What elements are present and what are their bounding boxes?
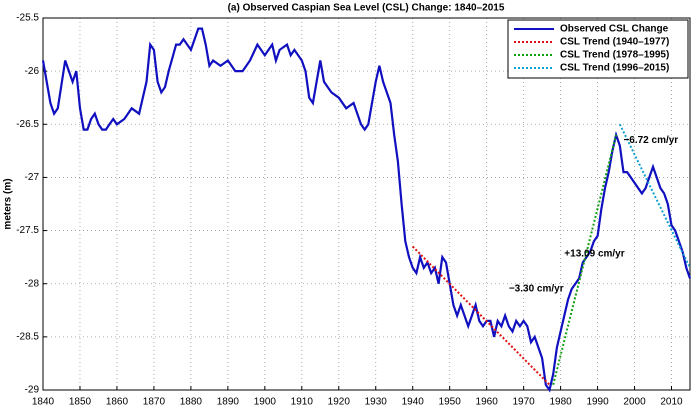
y-tick-label: -27 xyxy=(25,172,40,183)
y-tick-label: -29 xyxy=(25,385,40,396)
x-tick-label: 1950 xyxy=(439,397,462,408)
x-tick-label: 1970 xyxy=(513,397,536,408)
y-tick-label: -28.5 xyxy=(16,331,39,342)
legend-label: CSL Trend (1940–1977) xyxy=(560,37,669,48)
legend-label: CSL Trend (1996–2015) xyxy=(560,63,669,74)
x-tick-label: 2000 xyxy=(623,397,646,408)
x-tick-label: 1880 xyxy=(180,397,203,408)
x-tick-label: 1860 xyxy=(106,397,129,408)
x-tick-label: 1900 xyxy=(254,397,277,408)
annotation: −6.72 cm/yr xyxy=(623,135,678,146)
x-tick-label: 1910 xyxy=(291,397,314,408)
x-tick-label: 1960 xyxy=(476,397,499,408)
x-tick-label: 1990 xyxy=(586,397,609,408)
series-line xyxy=(618,123,691,269)
legend-label: Observed CSL Change xyxy=(560,24,669,35)
x-tick-label: 1940 xyxy=(402,397,425,408)
legend-label: CSL Trend (1978–1995) xyxy=(560,50,669,61)
series-line xyxy=(411,245,551,386)
chart-title: (a) Observed Caspian Sea Level (CSL) Cha… xyxy=(228,3,505,14)
x-tick-label: 1930 xyxy=(365,397,388,408)
x-tick-label: 1890 xyxy=(217,397,240,408)
y-tick-label: -27.5 xyxy=(16,225,39,236)
series-line xyxy=(552,134,618,385)
annotation: −3.30 cm/yr xyxy=(509,284,564,295)
plot-frame xyxy=(42,17,691,391)
x-tick-label: 1870 xyxy=(143,397,166,408)
x-tick-label: 1980 xyxy=(549,397,572,408)
x-tick-label: 2010 xyxy=(660,397,683,408)
y-axis-label: meters (m) xyxy=(3,178,14,229)
x-tick-label: 1850 xyxy=(69,397,92,408)
x-tick-label: 1840 xyxy=(32,397,55,408)
series-line xyxy=(41,27,692,393)
y-tick-label: -28 xyxy=(25,278,40,289)
y-tick-label: -26.5 xyxy=(16,119,39,130)
y-tick-label: -25.5 xyxy=(16,13,39,24)
x-tick-label: 1920 xyxy=(328,397,351,408)
y-tick-label: -26 xyxy=(25,66,40,77)
annotation: +13.09 cm/yr xyxy=(564,249,624,260)
